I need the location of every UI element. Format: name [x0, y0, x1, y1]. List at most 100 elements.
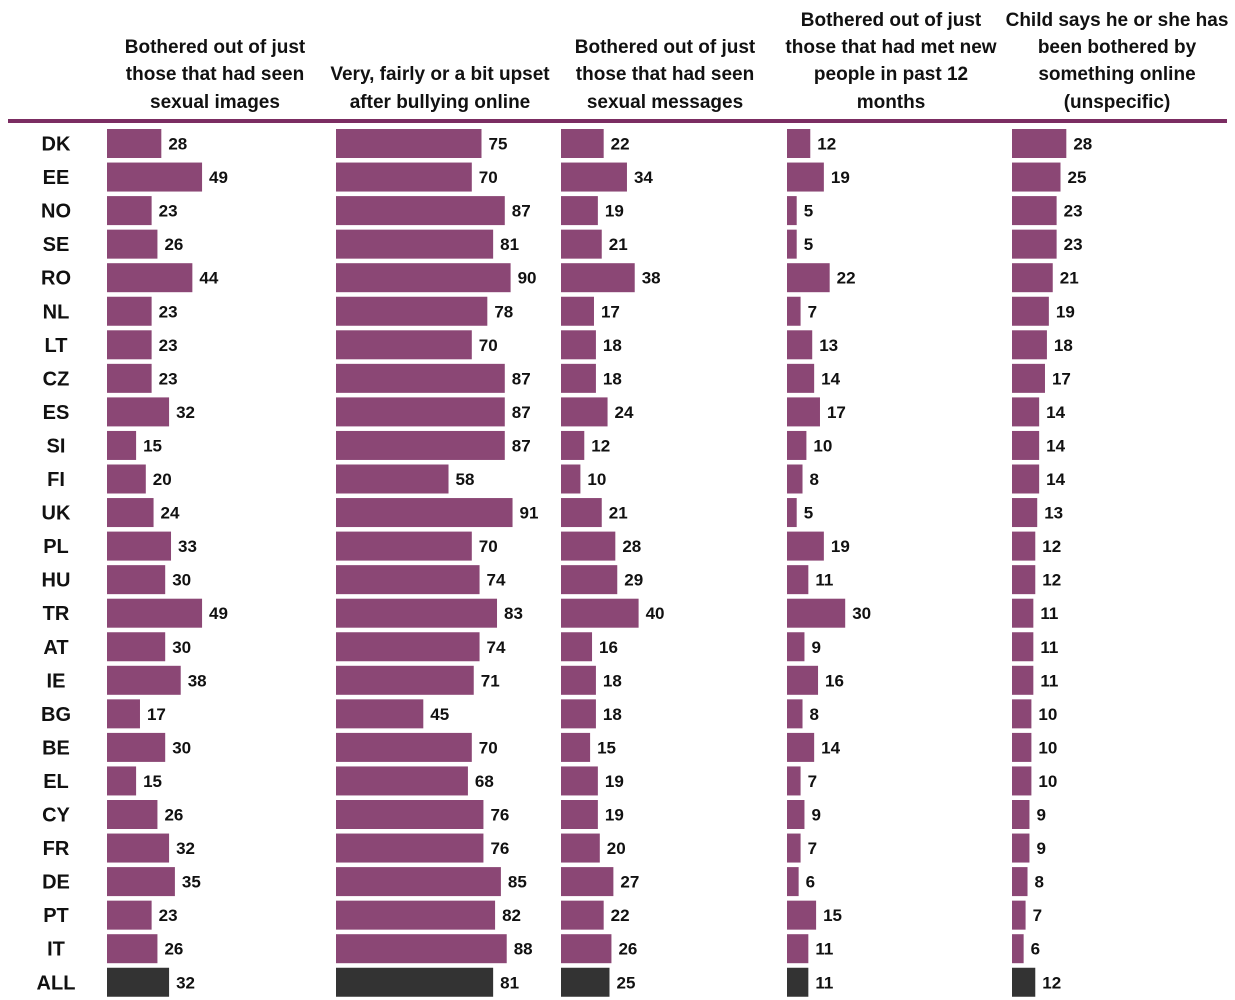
bar-s3-it: [561, 934, 612, 964]
bar-s3-pt: [561, 900, 604, 930]
value-label-s1-it: 26: [164, 940, 183, 959]
bar-s1-se: [107, 229, 158, 259]
value-label-s2-lt: 70: [479, 336, 498, 355]
value-label-s2-se: 81: [500, 235, 519, 254]
bar-s5-no: [1012, 196, 1057, 226]
value-label-s5-nl: 19: [1056, 302, 1075, 321]
value-label-s5-cy: 9: [1036, 806, 1045, 825]
bar-s1-no: [107, 196, 152, 226]
value-label-s3-tr: 40: [646, 604, 665, 623]
bar-s1-el: [107, 766, 137, 796]
value-label-s4-it: 11: [815, 940, 833, 959]
bar-s3-cz: [561, 363, 596, 393]
bar-s4-cz: [787, 363, 815, 393]
value-label-s2-pl: 70: [479, 537, 498, 556]
bar-s1-ro: [107, 263, 193, 293]
value-label-s1-se: 26: [164, 235, 183, 254]
category-label-si: SI: [47, 435, 66, 457]
category-label-hu: HU: [42, 570, 71, 592]
category-label-lt: LT: [45, 335, 68, 357]
value-label-s1-fi: 20: [153, 470, 172, 489]
value-label-s4-dk: 12: [817, 135, 836, 154]
value-label-s5-ro: 21: [1060, 269, 1079, 288]
bar-s3-ee: [561, 162, 627, 192]
bar-s4-pt: [787, 900, 817, 930]
category-label-ee: EE: [43, 167, 70, 189]
bar-s3-all: [561, 967, 610, 997]
bar-s5-pl: [1012, 531, 1036, 561]
bar-s2-bg: [336, 699, 424, 729]
bar-s5-se: [1012, 229, 1057, 259]
bar-s3-fr: [561, 833, 600, 863]
value-label-s5-pt: 7: [1033, 906, 1042, 925]
value-label-s4-fi: 8: [810, 470, 819, 489]
category-label-cy: CY: [42, 805, 70, 827]
value-label-s5-el: 10: [1038, 772, 1057, 791]
value-label-s2-ro: 90: [518, 269, 537, 288]
category-label-uk: UK: [42, 503, 71, 525]
bar-s3-lt: [561, 330, 596, 360]
value-label-s5-ee: 25: [1068, 168, 1087, 187]
category-label-all: ALL: [37, 972, 76, 994]
bar-s4-all: [787, 967, 809, 997]
value-label-s5-no: 23: [1064, 202, 1083, 221]
value-label-s3-be: 15: [597, 738, 616, 757]
value-label-s2-pt: 82: [502, 906, 521, 925]
value-label-s5-dk: 28: [1073, 135, 1092, 154]
category-label-no: NO: [41, 201, 71, 223]
value-label-s5-hu: 12: [1042, 571, 1061, 590]
category-label-dk: DK: [42, 134, 71, 156]
bar-s2-el: [336, 766, 468, 796]
value-label-s3-cy: 19: [605, 806, 624, 825]
bar-s2-be: [336, 732, 472, 762]
bar-s4-nl: [787, 296, 801, 326]
value-label-s3-all: 25: [617, 973, 636, 992]
bar-s5-dk: [1012, 129, 1067, 158]
bar-s5-ie: [1012, 665, 1034, 695]
value-label-s1-pt: 23: [159, 906, 178, 925]
bar-s3-ie: [561, 665, 596, 695]
value-label-s3-cz: 18: [603, 369, 622, 388]
value-label-s1-uk: 24: [161, 504, 180, 523]
bar-s3-nl: [561, 296, 594, 326]
bar-s2-nl: [336, 296, 488, 326]
bar-s5-cy: [1012, 800, 1030, 829]
bar-s3-hu: [561, 565, 618, 595]
value-label-s5-de: 8: [1035, 873, 1044, 892]
value-label-s2-dk: 75: [489, 135, 508, 154]
bar-s1-bg: [107, 699, 140, 729]
value-label-s1-si: 15: [143, 436, 162, 455]
value-label-s2-bg: 45: [430, 705, 449, 724]
value-label-s3-no: 19: [605, 202, 624, 221]
value-label-s1-fr: 32: [176, 839, 195, 858]
bar-s1-ie: [107, 665, 181, 695]
value-label-s4-bg: 8: [810, 705, 819, 724]
value-label-s2-cz: 87: [512, 369, 531, 388]
value-label-s5-uk: 13: [1044, 504, 1063, 523]
column-header-meeting-new-people: Bothered out of just those that had met …: [785, 9, 997, 113]
category-label-pl: PL: [43, 536, 69, 558]
bar-s1-be: [107, 732, 166, 762]
value-label-s5-es: 14: [1046, 403, 1065, 422]
bar-s3-bg: [561, 699, 596, 729]
bar-s4-dk: [787, 129, 811, 158]
value-label-s1-at: 30: [172, 638, 191, 657]
value-label-s1-ro: 44: [199, 269, 218, 288]
bar-s1-pl: [107, 531, 172, 561]
bar-s1-de: [107, 867, 175, 897]
bar-s3-si: [561, 430, 585, 460]
value-label-s2-fr: 76: [490, 839, 509, 858]
bar-s1-dk: [107, 129, 162, 158]
bar-s4-ee: [787, 162, 824, 192]
value-label-s5-fi: 14: [1046, 470, 1065, 489]
bar-s1-pt: [107, 900, 152, 930]
bar-s5-ee: [1012, 162, 1061, 192]
category-label-be: BE: [42, 737, 70, 759]
value-label-s3-es: 24: [615, 403, 634, 422]
value-label-s4-pl: 19: [831, 537, 850, 556]
value-label-s1-de: 35: [182, 873, 201, 892]
value-label-s3-de: 27: [620, 873, 639, 892]
bar-s1-lt: [107, 330, 152, 360]
bar-s3-fi: [561, 464, 581, 494]
